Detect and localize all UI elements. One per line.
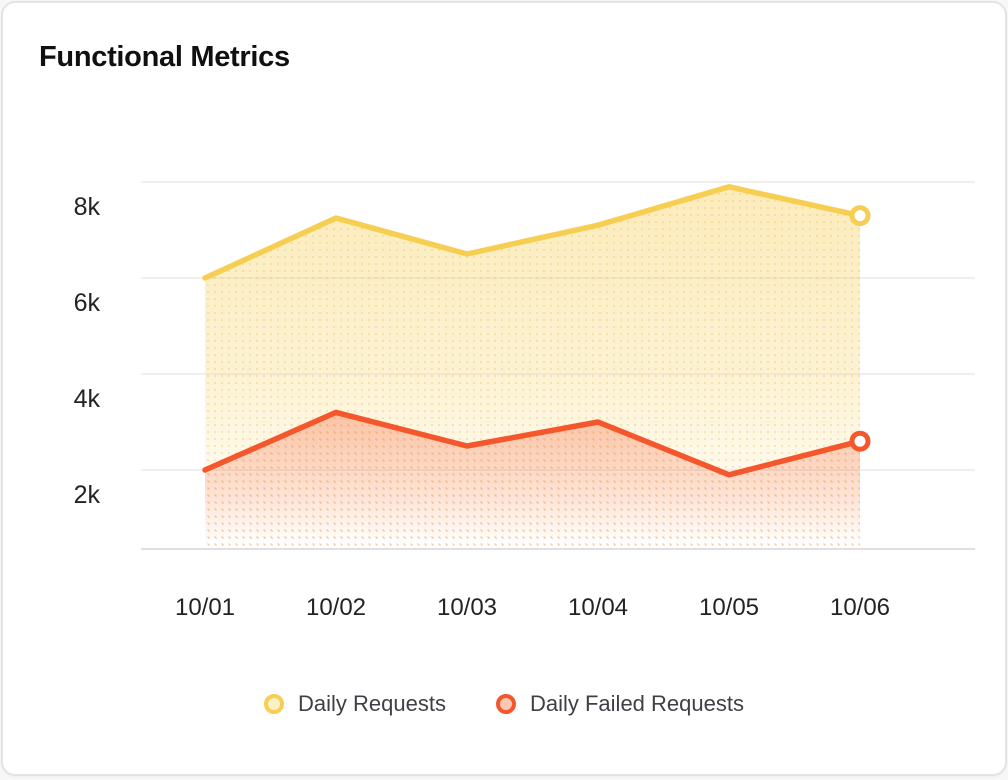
y-tick-label: 8k xyxy=(74,193,101,221)
legend-label: Daily Requests xyxy=(298,691,446,716)
daily-failed-requests-dot-icon xyxy=(495,694,516,714)
series-line-daily-requests xyxy=(202,184,863,281)
series-area-texture-daily-failed-requests xyxy=(205,412,860,549)
functional-metrics-chart: 8k 6k 4k 2k 10/01 10/02 10/03 10/04 10/05 10/06 xyxy=(74,181,975,621)
daily-requests-dot-icon xyxy=(264,694,285,714)
line-layer xyxy=(202,184,871,478)
area-layer xyxy=(205,186,860,550)
axis-label-layer: 8k 6k 4k 2k 10/01 10/02 10/03 10/04 10/05 10/06 xyxy=(74,193,890,621)
chart-legend: Daily Requests Daily Failed Requests xyxy=(3,691,1005,717)
y-tick-label: 6k xyxy=(74,289,101,317)
x-tick-label: 10/02 xyxy=(306,594,366,621)
page-title: Functional Metrics xyxy=(39,41,290,73)
y-tick-label: 2k xyxy=(74,481,101,509)
legend-item-daily-failed-requests[interactable]: Daily Failed Requests xyxy=(495,691,744,717)
y-tick-label: 4k xyxy=(74,385,101,413)
endpoint-marker-daily-failed-requests xyxy=(849,430,871,452)
x-tick-label: 10/03 xyxy=(437,594,497,621)
x-tick-label: 10/04 xyxy=(568,594,628,621)
series-line-daily-failed-requests xyxy=(202,409,863,478)
legend-item-daily-requests[interactable]: Daily Requests xyxy=(264,691,446,717)
legend-label: Daily Failed Requests xyxy=(529,691,744,716)
endpoint-marker-daily-requests xyxy=(849,205,871,227)
x-tick-label: 10/06 xyxy=(830,594,890,621)
x-tick-label: 10/05 xyxy=(699,594,759,621)
x-tick-label: 10/01 xyxy=(175,594,235,621)
